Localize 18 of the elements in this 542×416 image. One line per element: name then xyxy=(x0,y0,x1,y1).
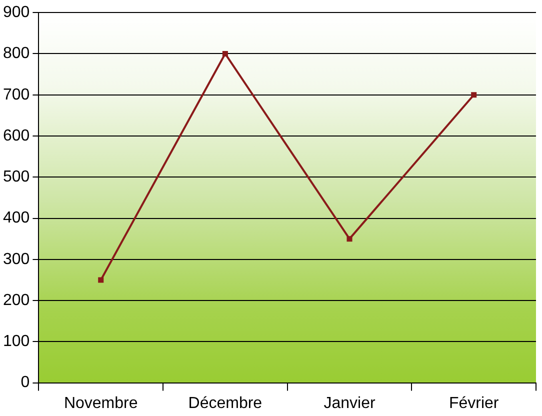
point xyxy=(471,92,477,98)
y-tick-label: 200 xyxy=(2,292,30,309)
y-tick-label: 900 xyxy=(2,4,30,22)
x-tick-label: Février xyxy=(448,394,500,412)
y-tick-label: 300 xyxy=(2,250,30,268)
point xyxy=(98,277,104,283)
y-tick-label: 100 xyxy=(2,333,30,350)
point xyxy=(222,50,228,56)
y-tick-label: 800 xyxy=(2,45,30,62)
x-tick-label: Janvier xyxy=(324,394,376,412)
y-tick-label: 0 xyxy=(20,374,30,392)
y-tick-label: 700 xyxy=(2,86,30,104)
y-tick-label: 500 xyxy=(2,168,30,186)
x-tick-label: Novembre xyxy=(64,394,138,412)
y-tick-label: 600 xyxy=(2,127,30,144)
y-tick-label: 400 xyxy=(2,210,30,227)
point xyxy=(346,236,352,242)
x-tick-label: Décembre xyxy=(188,394,262,412)
